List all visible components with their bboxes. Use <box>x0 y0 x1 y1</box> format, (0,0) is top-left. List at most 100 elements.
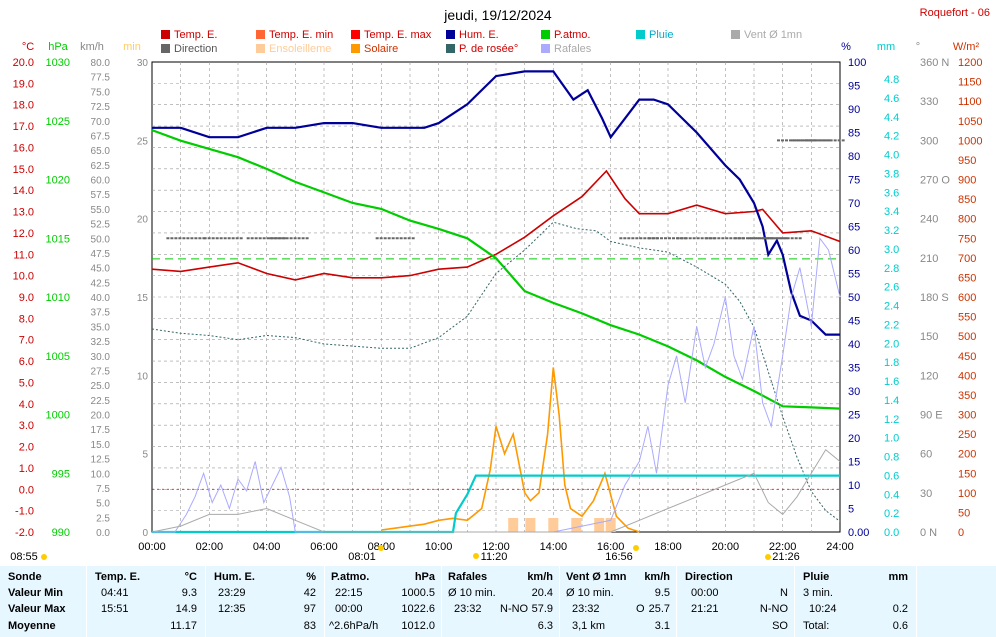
tick-rain: 4.8 <box>884 74 899 86</box>
tick-solar: 150 <box>958 468 976 480</box>
tick-solar: 300 <box>958 410 976 422</box>
tick-temp: 11.0 <box>13 249 34 261</box>
tick-wind: 57.5 <box>91 190 111 201</box>
tick-dir: 330 <box>920 96 938 108</box>
summary-col-wind: Vent Ø 1mn km/h Ø 10 min. 9.5 23:32 O 25… <box>560 566 676 637</box>
dir-max-value: N-NO <box>759 603 788 615</box>
legend-label: Temp. E. min <box>269 29 333 41</box>
station-name: Roquefort - 06 <box>920 7 990 19</box>
rain-max-time: 10:24 <box>809 603 837 615</box>
tick-rain: 0.0 <box>884 527 899 539</box>
tick-hum: 0.00 <box>848 527 869 539</box>
series-hum-e <box>152 70 840 336</box>
tick-temp: 1.0 <box>19 463 34 475</box>
press-avg-value: 1012.0 <box>401 620 435 632</box>
legend-swatch <box>256 30 265 39</box>
tick-time: 20:00 <box>712 541 740 553</box>
legend-label: Hum. E. <box>459 29 499 41</box>
tick-inner: 15 <box>137 293 149 304</box>
tick-pressure: 1000 <box>46 410 70 422</box>
col-separator <box>324 566 325 637</box>
summary-col-sonde: Sonde Valeur Min Valeur Max Moyenne <box>0 566 86 637</box>
summary-col-rain: Pluie mm 3 min. 10:24 0.2 Total: 0.6 <box>795 566 916 637</box>
tick-wind: 7.5 <box>96 484 110 495</box>
tick-hum: 35 <box>848 363 860 375</box>
gust-avg-value: 6.3 <box>537 620 553 632</box>
summary-col-gust: Rafales km/h Ø 10 min. 20.4 23:32 N-NO 5… <box>442 566 559 637</box>
tick-wind: 47.5 <box>91 249 111 260</box>
tick-hum: 25 <box>848 410 860 422</box>
dir-min-time: 00:00 <box>691 587 719 599</box>
tick-rain: 0.6 <box>884 470 899 482</box>
tick-wind: 70.0 <box>91 117 111 128</box>
tick-hum: 100 <box>848 57 866 69</box>
tick-inner: 5 <box>142 450 148 461</box>
tick-inner: 25 <box>137 136 149 147</box>
tick-hum: 65 <box>848 222 860 234</box>
tick-wind: 32.5 <box>91 337 111 348</box>
tick-temp: 5.0 <box>19 377 34 389</box>
tick-wind: 45.0 <box>91 264 111 275</box>
tick-rain: 3.2 <box>884 225 899 237</box>
hum-min-time: 23:29 <box>218 587 246 599</box>
tick-solar: 900 <box>958 175 976 187</box>
tick-rain: 4.0 <box>884 150 899 162</box>
tick-hum: 55 <box>848 269 860 281</box>
tick-hum: 85 <box>848 128 860 140</box>
tick-hum: 40 <box>848 339 860 351</box>
tick-wind: 52.5 <box>91 220 111 231</box>
header-rain-unit: mm <box>888 571 908 583</box>
tick-wind: 10.0 <box>91 469 111 480</box>
tick-solar: 550 <box>958 312 976 324</box>
tick-rain: 3.0 <box>884 244 899 256</box>
tick-rain: 2.8 <box>884 263 899 275</box>
tick-solar: 100 <box>958 488 976 500</box>
tick-rain: 0.2 <box>884 508 899 520</box>
tick-rain: 0.4 <box>884 489 899 501</box>
tick-pressure: 1030 <box>46 57 70 69</box>
legend-label: Ensoleilleme <box>269 43 331 55</box>
tick-solar: 1050 <box>958 116 982 128</box>
sunrise-label: 08:01 <box>348 551 376 563</box>
wind-max-dir: O <box>636 603 645 615</box>
tick-solar: 1000 <box>958 135 982 147</box>
summary-header-sonde: Sonde <box>8 571 42 583</box>
noon-sun-icon <box>473 553 479 559</box>
tick-wind: 55.0 <box>91 205 111 216</box>
tick-dir: 60 <box>920 449 932 461</box>
tick-solar: 1150 <box>958 77 982 89</box>
tick-dir: 270 O <box>920 175 950 187</box>
tick-temp: 9.0 <box>19 292 34 304</box>
tick-hum: 30 <box>848 386 860 398</box>
tick-pressure: 1015 <box>46 233 70 245</box>
tick-wind: 42.5 <box>91 278 111 289</box>
header-temp: Temp. E. <box>95 571 141 583</box>
legend-swatch <box>161 30 170 39</box>
col-separator <box>86 566 87 637</box>
tick-wind: 75.0 <box>91 87 111 98</box>
tick-wind: 20.0 <box>91 411 111 422</box>
sunshine-bar <box>594 518 605 532</box>
tick-solar: 350 <box>958 390 976 402</box>
tick-inner: 10 <box>137 371 149 382</box>
summary-col-temp: Temp. E. °C 04:41 9.3 15:51 14.9 11.17 <box>87 566 205 637</box>
legend-swatch <box>636 30 645 39</box>
legend: Temp. E. Temp. E. min Temp. E. max Hum. E. P… <box>161 29 802 55</box>
series-solaire <box>381 367 640 533</box>
dir-min-value: N <box>780 587 788 599</box>
tick-rain: 2.0 <box>884 338 899 350</box>
tick-solar: 250 <box>958 429 976 441</box>
gust-min-value: 20.4 <box>531 587 553 599</box>
wind-min-label: Ø 10 min. <box>566 587 614 599</box>
tick-inner: 20 <box>137 215 149 226</box>
tick-hum: 95 <box>848 81 860 93</box>
tick-rain: 4.6 <box>884 93 899 105</box>
header-gust-unit: km/h <box>527 571 553 583</box>
tick-wind: 80.0 <box>91 58 111 69</box>
tick-time: 16:00 <box>597 541 625 553</box>
tick-solar: 1200 <box>958 57 982 69</box>
header-wind-unit: km/h <box>644 571 670 583</box>
sunshine-bar <box>571 518 582 532</box>
moon-right-label: 21:26 <box>772 551 800 563</box>
tick-temp: 0.0 <box>19 484 34 496</box>
